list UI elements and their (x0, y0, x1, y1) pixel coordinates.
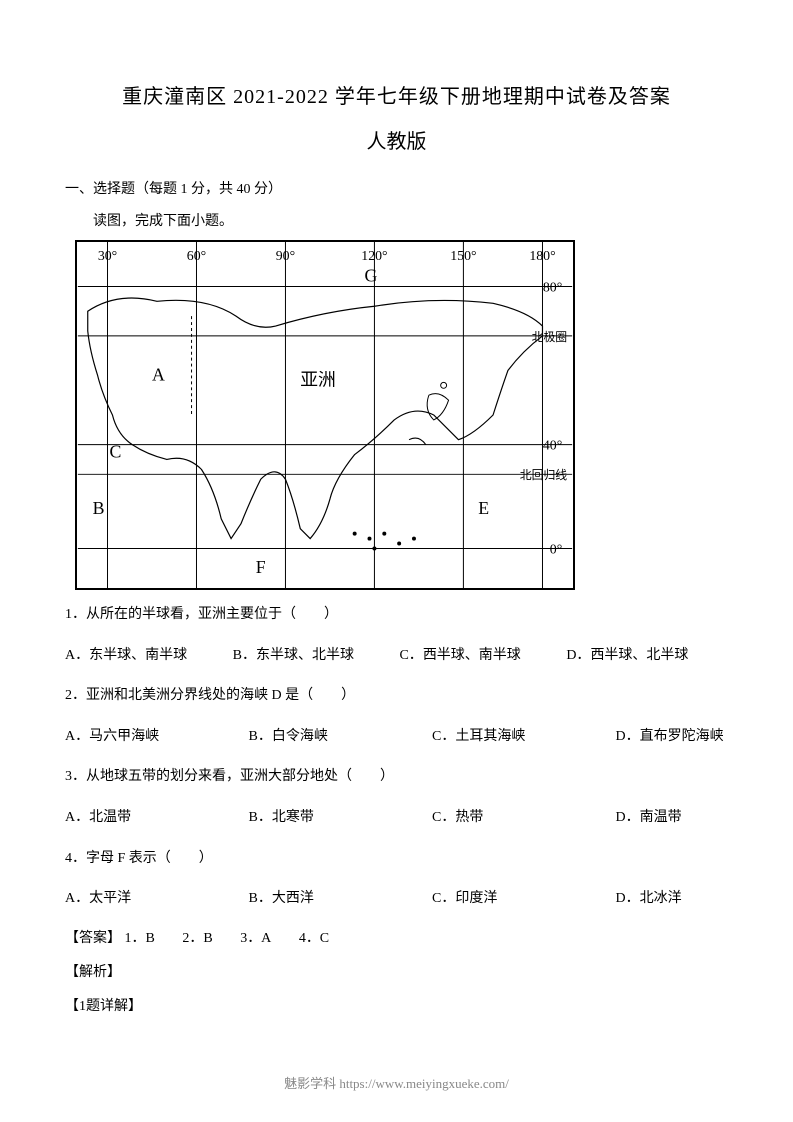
svg-text:亚洲: 亚洲 (300, 369, 336, 389)
svg-text:180°: 180° (529, 248, 555, 263)
svg-text:E: E (478, 498, 489, 518)
question-1: 1．从所在的半球看，亚洲主要位于（ ） (65, 602, 728, 629)
question-3-num: 3． (65, 769, 86, 784)
answer-3: 3．A (240, 927, 271, 947)
svg-text:60°: 60° (187, 248, 206, 263)
question-3: 3．从地球五带的划分来看，亚洲大部分地处（ ） (65, 764, 728, 791)
svg-text:150°: 150° (450, 248, 476, 263)
question-3-options: A．北温带 B．北寒带 C．热带 D．南温带 (65, 805, 728, 832)
question-2-options: A．马六甲海峡 B．白令海峡 C．土耳其海峡 D．直布罗陀海峡 (65, 724, 728, 751)
question-4-text: 字母 F 表示（ ） (86, 851, 213, 866)
question-2-text: 亚洲和北美洲分界线处的海峡 D 是（ ） (86, 688, 355, 703)
question-2: 2．亚洲和北美洲分界线处的海峡 D 是（ ） (65, 683, 728, 710)
svg-text:北回归线: 北回归线 (520, 468, 568, 482)
section-header: 一、选择题（每题 1 分，共 40 分） (65, 178, 728, 198)
question-1-num: 1． (65, 607, 86, 622)
svg-text:0°: 0° (550, 541, 562, 556)
svg-text:120°: 120° (361, 248, 387, 263)
page-title-sub: 人教版 (65, 125, 728, 154)
question-1-options: A．东半球、南半球 B．东半球、北半球 C．西半球、南半球 D．西半球、北半球 (65, 643, 728, 670)
map-svg: 30° 60° 90° 120° 150° 180° 80° 40° 0° 北极… (77, 242, 573, 588)
answer-2: 2．B (182, 927, 212, 947)
instruction-text: 读图，完成下面小题。 (65, 210, 728, 230)
question-4-num: 4． (65, 851, 86, 866)
svg-text:80°: 80° (543, 279, 562, 294)
page-title-main: 重庆潼南区 2021-2022 学年七年级下册地理期中试卷及答案 (65, 80, 728, 109)
svg-text:90°: 90° (276, 248, 295, 263)
question-1-text: 从所在的半球看，亚洲主要位于（ ） (86, 607, 338, 622)
answer-label: 【答案】 (65, 931, 121, 946)
svg-text:C: C (109, 442, 121, 462)
question-4-options: A．太平洋 B．大西洋 C．印度洋 D．北冰洋 (65, 886, 728, 913)
svg-text:B: B (93, 498, 105, 518)
detail-label: 【1题详解】 (65, 995, 728, 1015)
svg-text:40°: 40° (543, 438, 562, 453)
question-2-num: 2． (65, 688, 86, 703)
question-3-text: 从地球五带的划分来看，亚洲大部分地处（ ） (86, 769, 394, 784)
answer-line: 【答案】 1．B 2．B 3．A 4．C (65, 927, 728, 947)
svg-text:北极圈: 北极圈 (532, 330, 568, 344)
svg-text:30°: 30° (98, 248, 117, 263)
svg-text:A: A (152, 364, 165, 384)
page-footer: 魅影学科 https://www.meiyingxueke.com/ (0, 1073, 793, 1092)
svg-text:G: G (365, 266, 378, 286)
answer-4: 4．C (299, 927, 329, 947)
answer-1: 1．B (125, 927, 155, 947)
svg-text:F: F (256, 557, 266, 577)
question-4: 4．字母 F 表示（ ） (65, 846, 728, 873)
map-figure: 30° 60° 90° 120° 150° 180° 80° 40° 0° 北极… (75, 240, 575, 590)
analysis-label: 【解析】 (65, 961, 728, 981)
